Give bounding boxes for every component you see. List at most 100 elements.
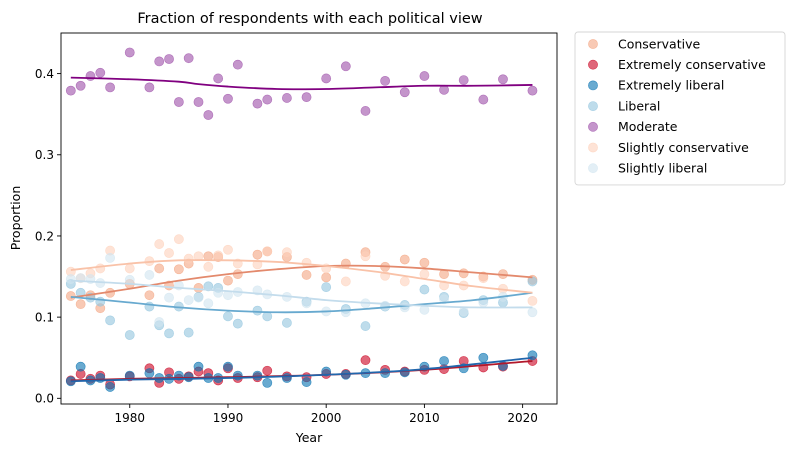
data-point <box>399 254 410 265</box>
data-point <box>223 361 233 372</box>
data-point <box>419 257 430 268</box>
data-point <box>399 367 410 378</box>
chart-title: Fraction of respondents with each politi… <box>137 11 482 27</box>
data-point <box>360 321 371 331</box>
legend: Conservative Extremely conservative Extrem… <box>574 31 786 186</box>
data-point <box>223 275 233 286</box>
data-point <box>340 258 351 269</box>
data-point <box>164 328 174 339</box>
data-point <box>144 290 155 301</box>
data-point <box>203 281 214 292</box>
data-point <box>262 246 273 257</box>
data-point <box>527 276 538 287</box>
legend-marker <box>588 163 598 174</box>
data-point <box>360 106 371 116</box>
plot-frame <box>60 32 558 405</box>
data-point <box>213 250 224 261</box>
legend-marker <box>588 80 598 91</box>
legend-label: Slightly conservative <box>618 140 749 155</box>
data-point <box>105 382 116 392</box>
data-point <box>65 291 76 301</box>
data-point <box>75 361 86 372</box>
data-point <box>340 307 351 318</box>
data-point <box>144 270 155 280</box>
legend-marker <box>588 101 598 111</box>
data-point <box>85 71 96 81</box>
data-point <box>321 272 332 283</box>
data-point <box>478 94 489 105</box>
data-point <box>223 244 233 255</box>
data-point <box>193 361 204 372</box>
data-point <box>154 239 165 249</box>
data-point <box>458 268 469 279</box>
data-point <box>164 54 174 64</box>
series-0-trend-line <box>70 264 533 299</box>
series-6-trend-line <box>70 279 533 309</box>
data-point <box>527 85 538 96</box>
data-point <box>301 92 312 103</box>
data-point <box>321 282 332 292</box>
data-point <box>154 317 165 327</box>
legend-label: Extremely liberal <box>618 78 724 93</box>
legend-label: Liberal <box>618 98 660 113</box>
series-4-points <box>65 47 538 120</box>
data-point <box>193 283 204 293</box>
y-tick-label: 0.2 <box>35 229 54 243</box>
data-point <box>301 298 312 309</box>
data-point <box>281 317 292 328</box>
legend-marker <box>588 59 598 70</box>
legend-marker <box>588 39 598 49</box>
data-point <box>252 305 263 316</box>
data-point <box>262 94 273 105</box>
trend-lines <box>70 76 533 383</box>
data-point <box>193 292 204 303</box>
data-point <box>252 98 263 109</box>
series-5-trend-line <box>70 259 533 294</box>
data-point <box>124 47 135 58</box>
legend-label: Slightly liberal <box>618 161 707 176</box>
series-2-trend-line <box>70 356 533 383</box>
data-point <box>95 67 106 78</box>
data-point <box>203 110 214 120</box>
data-point <box>203 298 214 309</box>
data-point <box>232 370 243 381</box>
data-point <box>439 356 449 366</box>
data-point <box>75 80 86 91</box>
data-point <box>380 76 391 86</box>
data-point <box>105 252 116 263</box>
series-2-points <box>65 350 538 392</box>
data-point <box>478 273 489 284</box>
data-point <box>65 85 76 96</box>
data-point <box>399 276 410 287</box>
legend-marker <box>588 142 598 153</box>
data-point <box>527 307 538 318</box>
data-point <box>419 71 430 81</box>
data-point <box>164 292 174 303</box>
data-point <box>478 352 489 363</box>
data-point <box>252 259 263 270</box>
data-point <box>173 97 184 107</box>
data-point <box>281 247 292 258</box>
series-3-trend-line <box>70 291 533 314</box>
data-point <box>65 274 76 284</box>
data-point <box>419 269 430 280</box>
axes: 1980 1990 2000 2010 2020 0.0 0.1 0.2 0.3 0.4 <box>35 32 558 425</box>
legend-label: Moderate <box>618 119 678 134</box>
legend-label: Conservative <box>618 36 700 51</box>
x-tick-label: 2010 <box>409 411 440 425</box>
data-point <box>301 270 312 280</box>
data-point <box>193 97 204 107</box>
data-point <box>360 251 371 262</box>
x-tick-label: 2020 <box>507 411 538 425</box>
data-point <box>75 299 86 310</box>
data-point <box>321 73 332 84</box>
data-point <box>124 330 135 340</box>
data-point <box>340 276 351 287</box>
data-point <box>164 248 174 258</box>
data-point <box>213 73 224 84</box>
data-point <box>419 284 430 295</box>
y-tick-label: 0.1 <box>35 310 54 324</box>
data-point <box>399 87 410 98</box>
y-tick-label: 0.0 <box>35 392 54 406</box>
